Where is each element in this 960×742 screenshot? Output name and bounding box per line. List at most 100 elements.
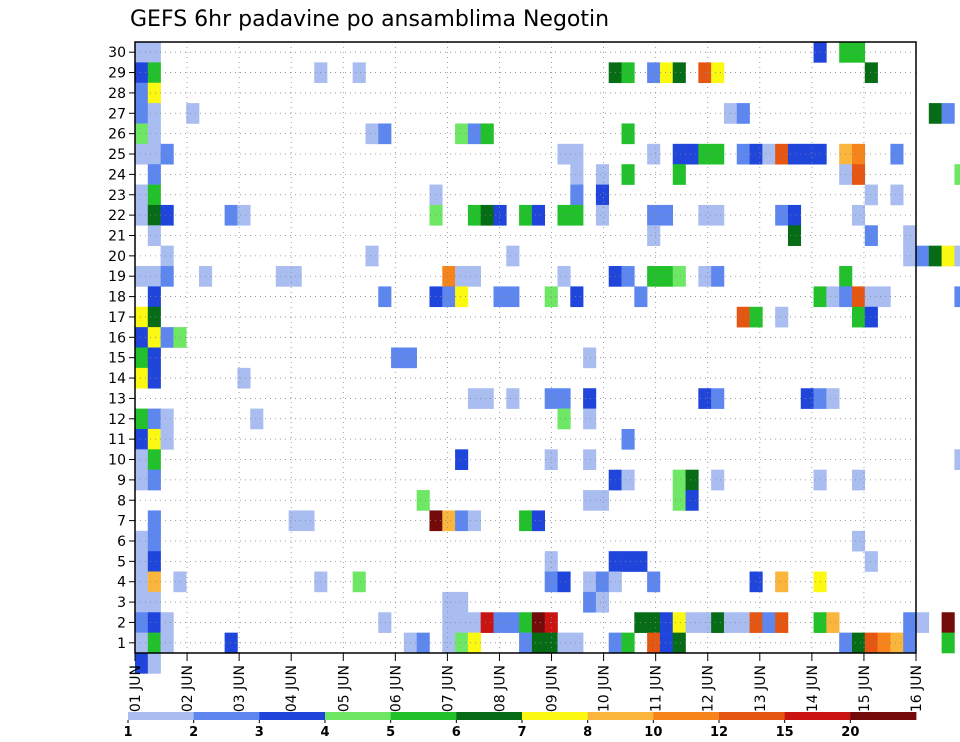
y-tick-label: 8 [117,493,126,509]
heatmap-cell [480,123,494,145]
heatmap-cell [621,123,635,145]
heatmap-cell [160,143,174,165]
heatmap-cell [685,143,699,165]
heatmap-cell [160,327,174,348]
heatmap-cell [621,469,635,491]
y-tick-label: 27 [108,106,126,122]
heatmap-cell [557,408,571,430]
heatmap-cell [467,266,481,287]
legend-label: 7 [517,725,526,740]
x-tick-label: 10 JUN [597,665,613,712]
heatmap-cell [506,286,520,308]
heatmap-cell [595,571,610,593]
heatmap-cell [557,143,571,165]
heatmap-cell [672,164,686,185]
heatmap-cell [851,469,866,491]
heatmap-cell [467,612,481,633]
heatmap-cell [429,184,443,206]
heatmap-cell [659,266,674,287]
heatmap-cell [455,266,469,287]
heatmap-cell [826,612,840,633]
heatmap-cell [416,490,430,511]
heatmap-cell [595,490,610,511]
x-tick-label: 01 JUN [128,665,144,712]
heatmap-cell [442,612,456,633]
heatmap-cell [672,490,686,511]
heatmap-cell [147,571,161,593]
color-legend: 1 2 3 4 5 6 7 8 10 12 15 20 [123,712,917,740]
heatmap-cell [531,612,545,633]
heatmap-cell [749,306,763,328]
y-tick-label: 17 [108,310,126,326]
heatmap-cell [365,245,379,267]
heatmap-cell [147,510,161,532]
heatmap-cell [135,327,149,348]
heatmap-cell [659,632,674,654]
heatmap-cell [916,245,930,267]
heatmap-cell [135,449,149,470]
heatmap-cell [711,388,725,409]
y-tick-label: 20 [108,249,126,265]
heatmap-cell [698,266,712,287]
heatmap-cell [160,612,174,633]
heatmap-cell [275,266,289,287]
heatmap-cell [147,103,161,124]
heatmap-cell [672,612,686,633]
heatmap-cell [698,62,712,84]
heatmap-cell [800,143,814,165]
heatmap-cell [442,286,456,308]
heatmap-cell [147,62,161,84]
heatmap-cell [583,388,597,409]
heatmap-cell [352,571,366,593]
heatmap-cell [711,143,725,165]
heatmap-cell [147,143,161,165]
heatmap-cell [954,164,960,185]
y-tick-label: 11 [108,432,126,448]
x-tick-label: 09 JUN [545,665,561,712]
heatmap-cell [570,286,584,308]
heatmap-cell [851,286,866,308]
heatmap-cell [160,632,174,654]
heatmap-cell [173,327,187,348]
heatmap-cell [826,388,840,409]
heatmap-cell [224,632,238,654]
heatmap-cell [135,428,149,450]
heatmap-cell [135,204,149,226]
heatmap-cell [647,225,661,246]
x-tick-label: 14 JUN [805,665,821,712]
heatmap-cell [557,204,571,226]
grid-lines [135,42,916,653]
legend-label: 3 [255,725,264,740]
heatmap-cell [455,286,469,308]
heatmap-cell [583,571,597,593]
heatmap-cell [736,306,750,328]
y-tick-label: 19 [108,269,126,285]
heatmap-cell [135,408,149,430]
y-axis: 1234567891011121314151617181920212223242… [108,45,135,652]
legend-swatch [850,712,917,720]
heatmap-cell [583,408,597,430]
heatmap-cell [621,266,635,287]
legend-label: 5 [386,725,395,740]
heatmap-cell [147,408,161,430]
heatmap-cell [916,612,930,633]
heatmap-cell [570,632,584,654]
x-tick-label: 13 JUN [753,665,769,712]
heatmap-cell [467,388,481,409]
heatmap-cell [749,571,763,593]
heatmap-cell [147,347,161,369]
heatmap-cell [135,103,149,124]
heatmap-cell [506,245,520,267]
heatmap-cell [800,388,814,409]
y-tick-label: 4 [117,575,126,591]
legend-label: 15 [776,725,794,740]
heatmap-cell [557,388,571,409]
heatmap-cell [301,510,315,532]
legend-swatch [390,712,457,720]
heatmap-cell [365,123,379,145]
plot-frame [134,41,917,654]
heatmap-cell [455,591,469,613]
legend-swatch [719,712,786,720]
heatmap-cell [954,449,960,470]
